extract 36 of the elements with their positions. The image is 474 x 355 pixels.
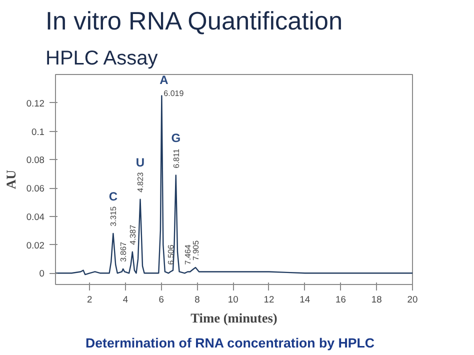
y-tick-label: 0 (39, 268, 45, 279)
chart-title: In vitro RNA Quantification (46, 8, 343, 36)
annotation: G (171, 131, 181, 146)
annotation: U (136, 155, 145, 170)
x-tick-label: 16 (336, 294, 346, 304)
annotation: 7.464 (184, 244, 193, 265)
x-tick-label: 4 (122, 294, 128, 304)
x-axis-title: Time (minutes) (190, 310, 278, 326)
annotation: C (108, 189, 118, 204)
y-tick-label: 0.04 (26, 212, 44, 222)
y-tick-label: 0.08 (26, 155, 44, 166)
annotation: 6.019 (164, 88, 184, 98)
line-series (56, 95, 412, 276)
x-tick-label: 6 (158, 294, 164, 304)
x-tick-label: 18 (371, 294, 382, 304)
x-tick-label: 8 (194, 294, 200, 304)
y-tick-label: 0.1 (32, 126, 44, 137)
x-tick-label: 12 (264, 294, 274, 304)
annotation: 6.811 (172, 148, 181, 168)
annotation: A (160, 72, 169, 87)
chart-subtitle: HPLC Assay (46, 48, 158, 70)
text: Determination of RNA concentration by HPLC (86, 336, 375, 350)
x-tick-label: 10 (228, 294, 238, 304)
annotation: 7.905 (192, 240, 201, 260)
y-axis-title: AU (3, 170, 18, 190)
annotation: 4.823 (136, 172, 146, 192)
annotation: 3.315 (109, 206, 118, 226)
x-tick-label: 2 (86, 294, 92, 304)
y-tick-label: 0.06 (26, 184, 44, 194)
y-tick-label: 0.12 (26, 98, 44, 108)
annotation: 3.867 (119, 241, 128, 262)
x-tick-label: 14 (300, 294, 310, 304)
annotation: 6.506 (166, 244, 176, 265)
annotation: 4.387 (128, 224, 138, 245)
y-tick-label: 0.02 (26, 240, 44, 250)
x-tick-label: 20 (407, 294, 418, 304)
